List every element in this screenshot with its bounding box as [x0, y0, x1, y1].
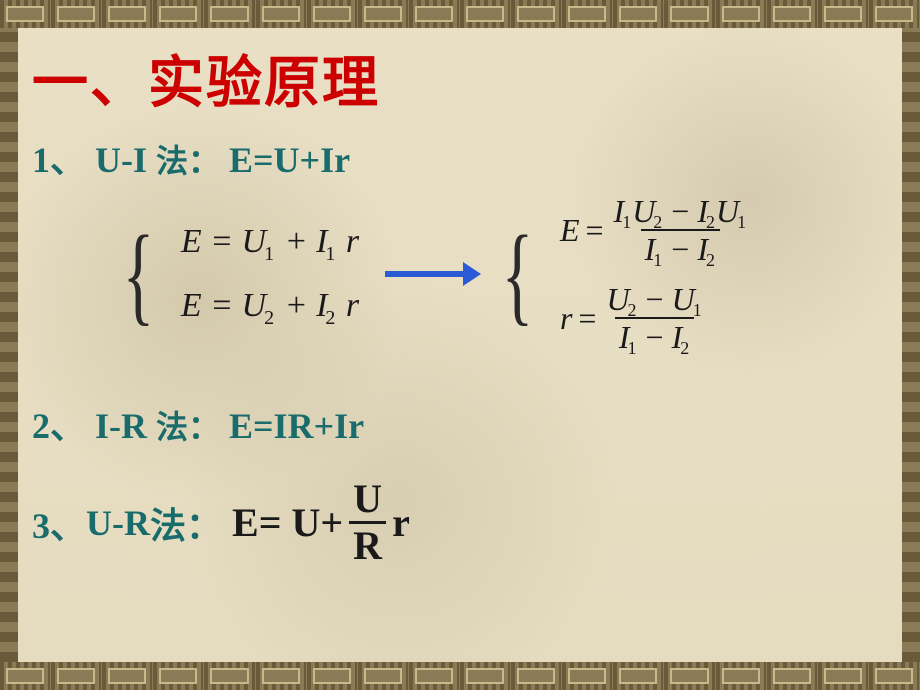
slide-content: 一、实验原理 1、 U-I 法： E=U+Ir { E = U1 + I1 r … — [18, 28, 902, 662]
method-2-name: I-R — [95, 406, 147, 446]
source-eq-2: E = U2 + I2 r — [181, 287, 359, 325]
result-equations: E= I1U2 − I2U1 I1 − I2 r= U2 − U1 — [560, 195, 751, 353]
method-1-name: U-I — [95, 140, 147, 180]
page-title: 一、实验原理 — [32, 38, 888, 119]
method-1-formula: E=U+Ir — [229, 140, 350, 180]
arrow-icon — [385, 271, 465, 277]
border-right — [902, 28, 920, 662]
border-bottom — [0, 662, 920, 690]
left-brace-2: { — [502, 241, 534, 307]
method-3-num: 3、 — [32, 497, 86, 549]
method-2-fa: 法： — [156, 409, 220, 445]
method-1: 1、 U-I 法： E=U+Ir — [32, 131, 888, 183]
equation-derivation: { E = U1 + I1 r E = U2 + I2 r { E= — [112, 195, 888, 353]
method-3-fa: 法： — [150, 497, 222, 549]
result-eq-r: r= U2 − U1 I1 − I2 — [560, 283, 751, 353]
method-1-fa: 法： — [156, 143, 220, 179]
result-eq-E: E= I1U2 − I2U1 I1 − I2 — [560, 195, 751, 265]
border-top — [0, 0, 920, 28]
source-eq-1: E = U1 + I1 r — [181, 223, 359, 261]
source-equations: E = U1 + I1 r E = U2 + I2 r — [181, 223, 359, 325]
method-1-num: 1、 — [32, 140, 86, 180]
method-2: 2、 I-R 法： E=IR+Ir — [32, 397, 888, 449]
method-2-num: 2、 — [32, 406, 86, 446]
method-2-formula: E=IR+Ir — [229, 406, 364, 446]
left-brace-1: { — [123, 241, 155, 307]
method-3-name: U-R — [86, 502, 150, 544]
method-3-formula: E= U+ U R r — [232, 479, 410, 566]
method-3: 3、 U-R 法： E= U+ U R r — [32, 479, 888, 566]
border-left — [0, 28, 18, 662]
